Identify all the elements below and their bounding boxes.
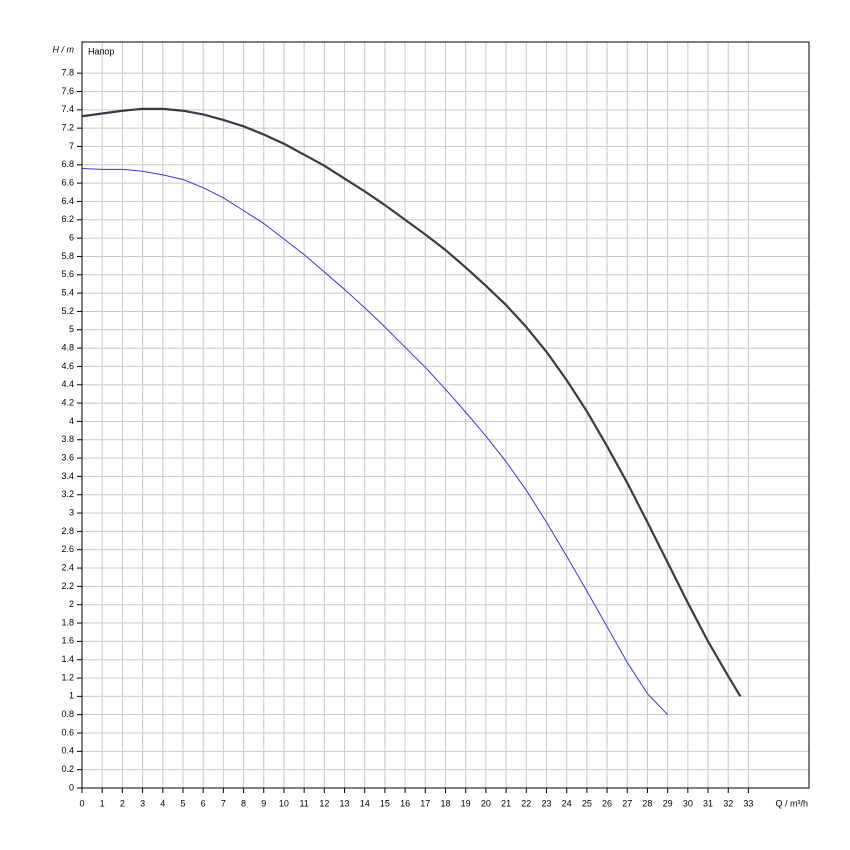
x-tick-label: 7 [221, 798, 226, 808]
y-tick-label: 5 [69, 324, 74, 334]
x-tick-label: 13 [340, 798, 350, 808]
x-tick-label: 16 [400, 798, 410, 808]
x-tick-label: 8 [241, 798, 246, 808]
y-tick-label: 4.2 [61, 397, 74, 407]
y-tick-label: 0.4 [61, 746, 74, 756]
x-tick-label: 10 [279, 798, 289, 808]
x-tick-label: 23 [541, 798, 551, 808]
y-tick-label: 4.6 [61, 361, 74, 371]
x-tick-label: 27 [622, 798, 632, 808]
annotation: Напор [88, 46, 114, 56]
y-tick-label: 6.6 [61, 178, 74, 188]
x-tick-label: 33 [743, 798, 753, 808]
curve [81, 107, 742, 697]
y-tick-label: 5.4 [61, 287, 74, 297]
y-tick-label: 5.6 [61, 269, 74, 279]
x-tick-label: 0 [79, 798, 84, 808]
y-tick-label: 3.8 [61, 434, 74, 444]
y-tick-label: 7.4 [61, 104, 74, 114]
y-tick-label: 7 [69, 141, 74, 151]
y-tick-label: 2.6 [61, 544, 74, 554]
curve [81, 167, 669, 716]
x-tick-label: 3 [140, 798, 145, 808]
y-tick-label: 0 [69, 782, 74, 792]
x-tick-label: 2 [120, 798, 125, 808]
y-tick-label: 7.2 [61, 123, 74, 133]
x-tick-label: 18 [440, 798, 450, 808]
x-tick-label: 1 [100, 798, 105, 808]
x-tick-label: 22 [521, 798, 531, 808]
y-tick-label: 1 [69, 691, 74, 701]
x-tick-label: 14 [360, 798, 370, 808]
x-tick-label: 6 [201, 798, 206, 808]
x-tick-label: 15 [380, 798, 390, 808]
y-tick-label: 5.8 [61, 251, 74, 261]
y-tick-label: 1.4 [61, 654, 74, 664]
y-tick-label: 5.2 [61, 306, 74, 316]
y-tick-label: 4.4 [61, 379, 74, 389]
y-tick-label: 6.2 [61, 214, 74, 224]
y-tick-label: 2.2 [61, 581, 74, 591]
y-tick-label: 1.6 [61, 636, 74, 646]
x-tick-label: 17 [420, 798, 430, 808]
x-tick-label: 25 [582, 798, 592, 808]
y-tick-label: 4.8 [61, 342, 74, 352]
x-tick-label: 19 [461, 798, 471, 808]
y-tick-label: 2.4 [61, 562, 74, 572]
y-tick-label: 1.8 [61, 617, 74, 627]
y-tick-label: 2 [69, 599, 74, 609]
x-tick-label: 26 [602, 798, 612, 808]
y-tick-label: 0.2 [61, 764, 74, 774]
x-tick-label: 31 [703, 798, 713, 808]
y-tick-label: 7.8 [61, 68, 74, 78]
y-tick-label: 3.4 [61, 471, 74, 481]
y-tick-label: 0.6 [61, 727, 74, 737]
x-tick-label: 28 [642, 798, 652, 808]
x-axis-label: Q / m³/h [775, 798, 808, 808]
y-tick-label: 7.6 [61, 86, 74, 96]
x-tick-label: 11 [299, 798, 308, 808]
y-tick-label: 1.2 [61, 672, 74, 682]
x-tick-label: 9 [261, 798, 266, 808]
x-tick-label: 21 [501, 798, 511, 808]
y-tick-label: 2.8 [61, 526, 74, 536]
y-tick-label: 3.2 [61, 489, 74, 499]
y-tick-label: 0.8 [61, 709, 74, 719]
y-tick-label: 4 [69, 416, 74, 426]
y-axis-label: H / m [53, 44, 75, 54]
y-tick-label: 6 [69, 232, 74, 242]
x-tick-label: 12 [319, 798, 329, 808]
x-tick-label: 4 [160, 798, 165, 808]
x-tick-label: 30 [683, 798, 693, 808]
y-tick-label: 3.6 [61, 452, 74, 462]
x-tick-label: 20 [481, 798, 491, 808]
x-tick-label: 5 [180, 798, 185, 808]
y-tick-label: 6.8 [61, 159, 74, 169]
x-tick-label: 32 [723, 798, 733, 808]
x-tick-label: 29 [663, 798, 673, 808]
y-tick-label: 6.4 [61, 196, 74, 206]
x-tick-label: 24 [562, 798, 572, 808]
y-tick-label: 3 [69, 507, 74, 517]
